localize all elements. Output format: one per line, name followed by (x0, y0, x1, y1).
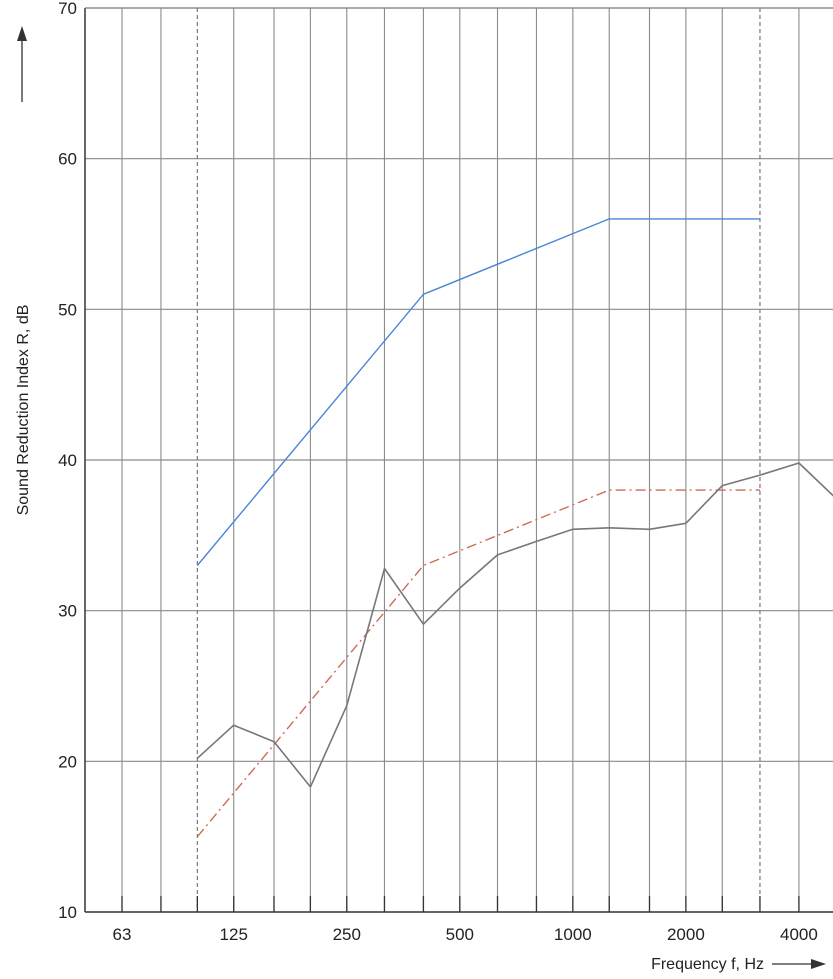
y-tick-label: 10 (58, 903, 77, 922)
y-tick-label: 40 (58, 451, 77, 470)
series-line-2 (196, 489, 760, 838)
x-tick-label: 4000 (780, 925, 818, 944)
y-axis-title: Sound Reduction Index R, dB (15, 305, 32, 516)
x-tick-label: 2000 (667, 925, 705, 944)
plot-frame (84, 7, 833, 913)
axis-labels: 10 20 30 40 50 60 70 63 125 250 500 1000 2000 4000 (58, 0, 818, 944)
y-tick-label: 60 (58, 150, 77, 169)
series-line-3 (196, 462, 833, 788)
x-tick-label: 250 (333, 925, 361, 944)
series-lines (196, 218, 833, 838)
y-axis-arrowhead (17, 26, 27, 41)
x-tick-label: 125 (220, 925, 248, 944)
axis-arrows (17, 26, 826, 969)
x-axis-title: Frequency f, Hz (651, 956, 764, 973)
y-tick-label: 50 (58, 300, 77, 319)
x-axis-arrowhead (811, 959, 826, 969)
grid (85, 7, 833, 912)
y-tick-label: 20 (58, 752, 77, 771)
series-line-1 (196, 218, 760, 566)
y-tick-label: 30 (58, 602, 77, 621)
x-tick-label: 1000 (554, 925, 592, 944)
x-tick-label: 63 (113, 925, 132, 944)
x-tick-label: 500 (446, 925, 474, 944)
y-tick-label: 70 (58, 0, 77, 18)
